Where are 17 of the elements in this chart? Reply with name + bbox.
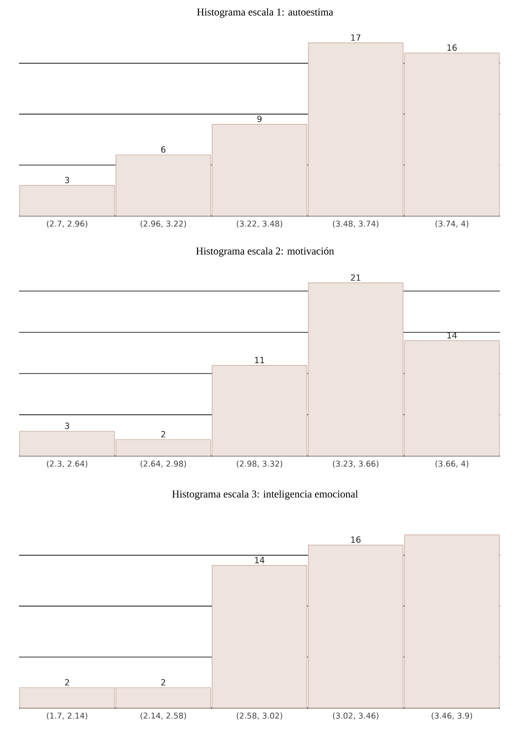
data-label: 16 (447, 44, 457, 51)
chart-title: Histograma escala 3: inteligencia emocional (172, 490, 358, 500)
data-label: 9 (257, 116, 262, 122)
data-label: 21 (350, 274, 360, 281)
data-label: 2 (161, 679, 166, 686)
data-label: 2 (161, 431, 166, 438)
data-label: 6 (161, 146, 166, 153)
chart-title: Histograma escala 1: autoestima (197, 8, 334, 18)
data-label: 16 (351, 536, 361, 543)
data-label: 14 (255, 557, 264, 564)
data-label: 2 (65, 679, 69, 686)
data-label: 11 (255, 356, 264, 364)
data-label: 3 (65, 422, 70, 430)
chart-title: Histograma escala 2: motivación (196, 247, 334, 257)
data-label: 14 (447, 332, 457, 338)
data-label: 3 (65, 176, 70, 184)
data-label: 17 (351, 34, 360, 41)
